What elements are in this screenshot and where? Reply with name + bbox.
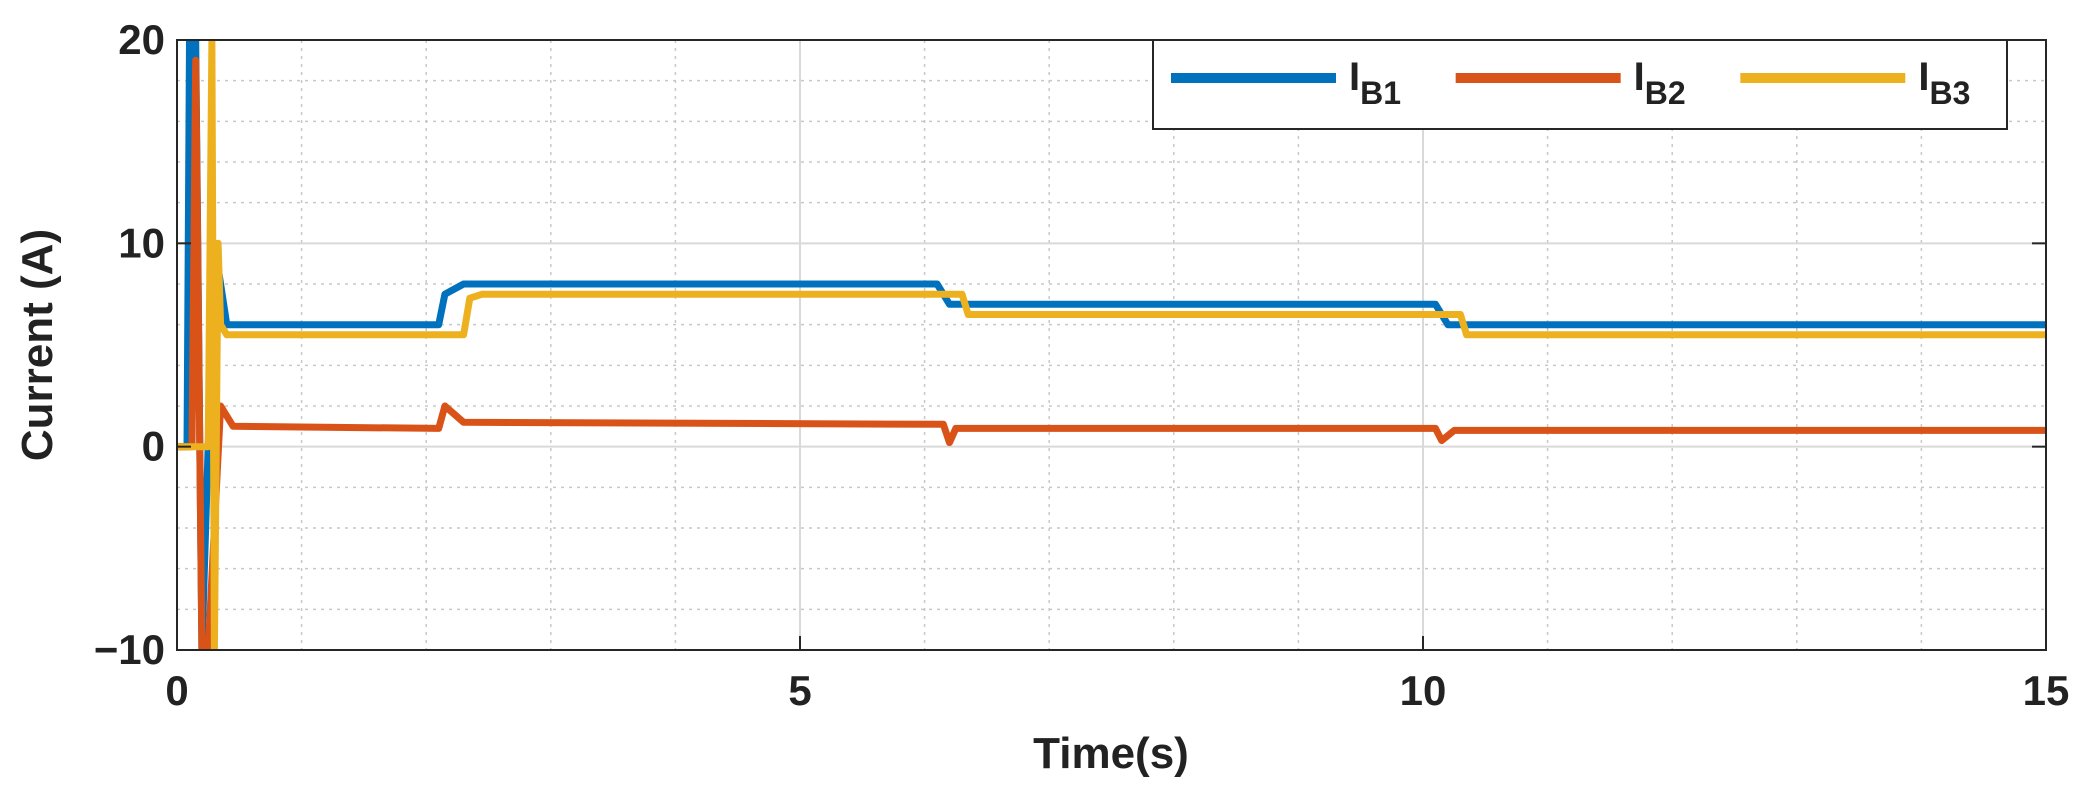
legend-box <box>1152 39 2008 130</box>
y-tick-label: 0 <box>142 423 165 470</box>
plot-area <box>177 40 2046 650</box>
legend-label: IB1 <box>1349 55 1401 111</box>
x-axis-label: Time(s) <box>1033 729 1189 778</box>
axes-box <box>176 39 2047 651</box>
series-line <box>177 40 2046 650</box>
x-tick-label: 5 <box>788 667 811 714</box>
lines <box>177 40 2046 650</box>
y-tick-label: −10 <box>94 626 165 673</box>
y-axis-label: Current (A) <box>13 229 62 461</box>
x-tick-label: 0 <box>165 667 188 714</box>
series-line <box>177 40 2046 650</box>
legend-label: IB3 <box>1918 55 1970 111</box>
x-tick-label: 10 <box>1400 667 1447 714</box>
y-tick-label: 20 <box>118 16 165 63</box>
y-tick-label: 10 <box>118 219 165 266</box>
legend-label: IB2 <box>1634 55 1686 111</box>
series-line <box>177 56 2046 650</box>
x-tick-label: 15 <box>2023 667 2070 714</box>
